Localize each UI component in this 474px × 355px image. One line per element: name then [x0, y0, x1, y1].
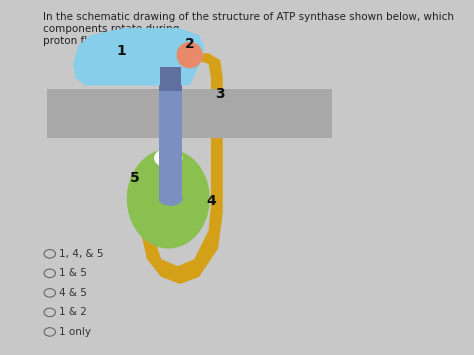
FancyBboxPatch shape: [159, 78, 182, 199]
Ellipse shape: [176, 42, 203, 68]
PathPatch shape: [73, 28, 204, 85]
FancyBboxPatch shape: [159, 78, 182, 199]
Text: 1 only: 1 only: [59, 327, 91, 337]
Text: 1 & 2: 1 & 2: [59, 307, 87, 317]
FancyBboxPatch shape: [159, 67, 182, 91]
Ellipse shape: [176, 42, 203, 68]
Text: 1 & 5: 1 & 5: [59, 268, 87, 278]
FancyBboxPatch shape: [159, 89, 182, 138]
Text: In the schematic drawing of the structure of ATP synthase shown below, which com: In the schematic drawing of the structur…: [43, 12, 454, 46]
Text: 1, 4, & 5: 1, 4, & 5: [59, 249, 104, 259]
Text: 2: 2: [185, 37, 194, 51]
PathPatch shape: [73, 28, 204, 85]
Text: 5: 5: [130, 170, 140, 185]
PathPatch shape: [73, 28, 204, 85]
Text: 3: 3: [216, 87, 225, 101]
Text: 4: 4: [206, 193, 216, 208]
Ellipse shape: [176, 42, 203, 68]
Ellipse shape: [127, 149, 210, 248]
FancyBboxPatch shape: [160, 67, 181, 87]
PathPatch shape: [142, 53, 223, 284]
Text: 4 & 5: 4 & 5: [59, 288, 87, 298]
Ellipse shape: [159, 192, 182, 206]
FancyBboxPatch shape: [47, 89, 332, 138]
Ellipse shape: [154, 148, 182, 168]
FancyBboxPatch shape: [47, 89, 332, 138]
Text: 1: 1: [116, 44, 126, 59]
